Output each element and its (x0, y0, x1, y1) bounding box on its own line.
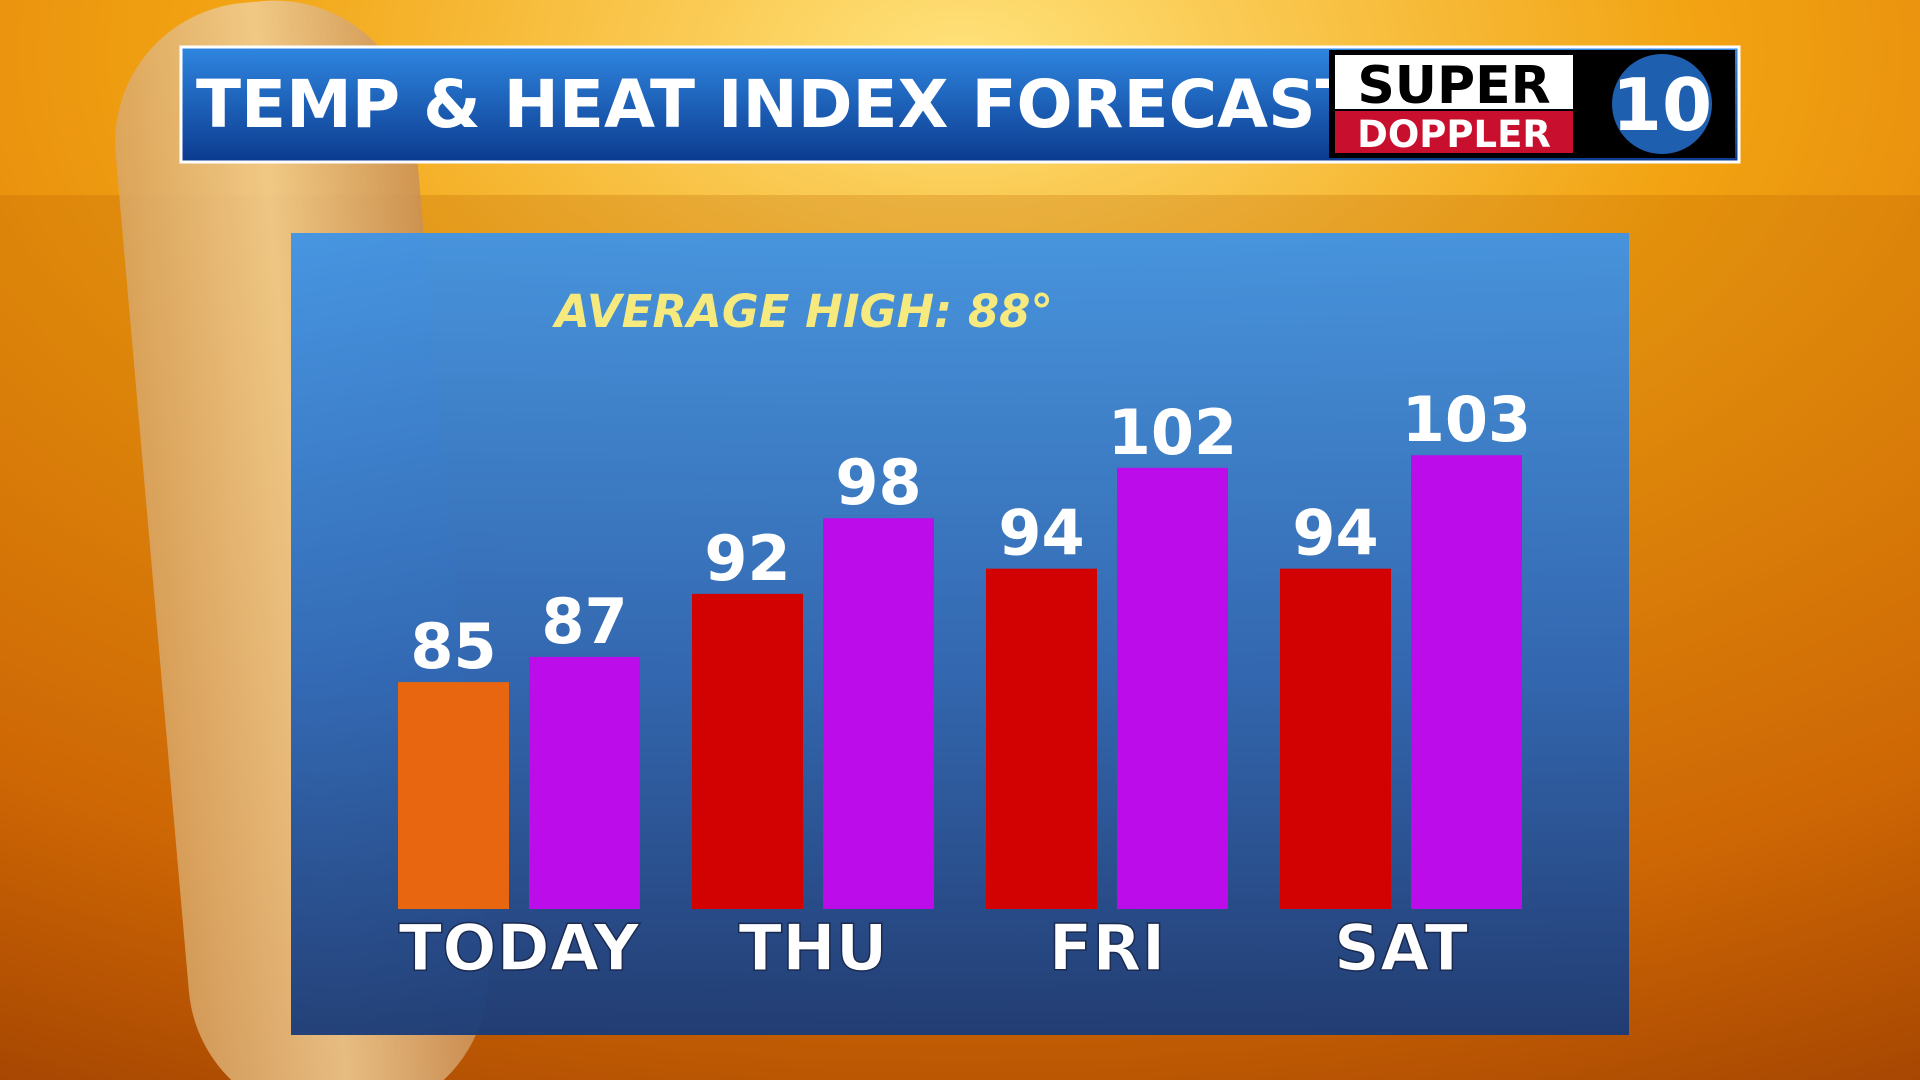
bar (1280, 568, 1391, 909)
value-label: 94 (1292, 497, 1378, 570)
bar (1411, 455, 1522, 909)
bar (986, 568, 1097, 909)
bar (692, 593, 803, 909)
chart-title: TEMP & HEAT INDEX FORECAST (196, 66, 1361, 143)
logo-line1: SUPER (1357, 56, 1550, 116)
x-tick-label: THU (738, 912, 887, 986)
logo: SUPER DOPPLER 10 (1329, 50, 1735, 158)
value-label: 87 (541, 585, 627, 658)
chart-subtitle: AVERAGE HIGH: 88° (552, 285, 1053, 338)
value-label: 102 (1108, 396, 1237, 469)
value-label: 94 (998, 497, 1084, 570)
value-label: 85 (410, 610, 496, 683)
value-label: 92 (704, 522, 790, 595)
bar (1117, 467, 1228, 909)
x-tick-label: TODAY (399, 912, 641, 986)
bar (823, 518, 934, 909)
value-label: 98 (835, 446, 921, 519)
bar (398, 682, 509, 909)
value-label: 103 (1402, 383, 1531, 456)
logo-circle (1612, 54, 1712, 154)
logo-bottom (1335, 111, 1573, 153)
logo-number: 10 (1612, 63, 1712, 147)
x-tick-label: SAT (1334, 912, 1469, 986)
logo-top (1335, 55, 1573, 109)
bar (529, 656, 640, 909)
logo-line2: DOPPLER (1357, 113, 1551, 156)
x-tick-label: FRI (1049, 912, 1166, 986)
chart-panel (291, 233, 1629, 1035)
